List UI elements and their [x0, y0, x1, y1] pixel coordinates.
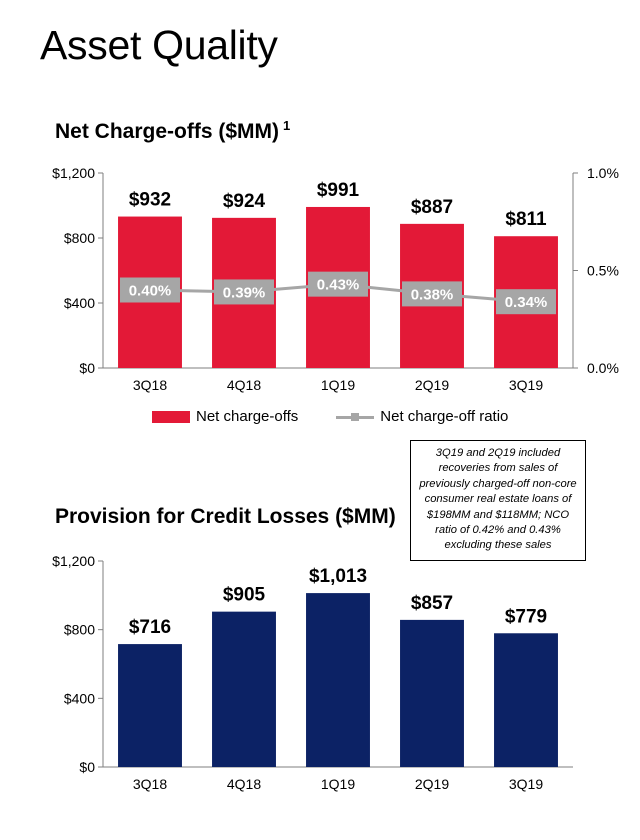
- bar-value-label: $905: [223, 585, 266, 606]
- net-charge-offs-title-text: Net Charge-offs ($MM): [55, 120, 279, 143]
- net-charge-offs-title: Net Charge-offs ($MM) 1: [55, 118, 290, 144]
- y-tick-label: $800: [64, 622, 95, 638]
- y-tick-label: $400: [64, 295, 95, 311]
- page-title: Asset Quality: [40, 22, 278, 68]
- bar-value-label: $932: [129, 190, 171, 211]
- y-tick-label: $1,200: [52, 165, 95, 181]
- bar-value-label: $924: [223, 191, 266, 212]
- ratio-value-label: 0.39%: [223, 284, 266, 301]
- y2-tick-label: 1.0%: [587, 165, 619, 181]
- ratio-marker: [214, 279, 274, 305]
- y2-tick-label: 0.5%: [587, 263, 619, 279]
- bar-value-label: $779: [505, 606, 547, 627]
- x-tick-label: 3Q19: [509, 776, 543, 792]
- x-tick-label: 1Q19: [321, 377, 355, 393]
- footnote-box: 3Q19 and 2Q19 included recoveries from s…: [410, 440, 586, 561]
- y-tick-label: $0: [79, 759, 95, 775]
- y-tick-label: $0: [79, 360, 95, 376]
- bar: [400, 619, 464, 767]
- legend-label-net-charge-off-ratio: Net charge-off ratio: [380, 408, 509, 425]
- legend-swatch-line: [336, 411, 375, 423]
- chart-legend: Net charge-offs Net charge-off ratio: [152, 408, 546, 425]
- x-tick-label: 4Q18: [227, 776, 261, 792]
- bar: [306, 593, 370, 767]
- bar: [494, 633, 558, 767]
- ratio-marker: [308, 271, 368, 297]
- bar-value-label: $811: [505, 209, 547, 230]
- legend-item-net-charge-offs: Net charge-offs: [152, 408, 298, 425]
- x-tick-label: 3Q18: [133, 377, 167, 393]
- ratio-value-label: 0.40%: [129, 283, 172, 300]
- footnote-marker: 1: [283, 118, 291, 133]
- x-tick-label: 4Q18: [227, 377, 261, 393]
- provision-title: Provision for Credit Losses ($MM): [55, 505, 396, 528]
- bar-value-label: $991: [317, 180, 360, 201]
- net-charge-offs-chart: $0 $400 $800 $1,200 $932 3Q18 $924 4Q18 $991 1Q19…: [52, 165, 619, 393]
- bar: [212, 611, 276, 767]
- ratio-marker: [496, 289, 556, 315]
- x-tick-label: 3Q18: [133, 776, 167, 792]
- legend-label-net-charge-offs: Net charge-offs: [196, 408, 299, 425]
- x-tick-label: 2Q19: [415, 377, 449, 393]
- y-tick-label: $1,200: [52, 553, 95, 569]
- bar-value-label: $716: [129, 617, 171, 638]
- bar-value-label: $887: [411, 197, 453, 218]
- y-tick-label: $400: [64, 690, 95, 706]
- bar-value-label: $1,013: [309, 566, 367, 587]
- ratio-marker: [120, 277, 180, 303]
- x-tick-label: 2Q19: [415, 776, 449, 792]
- bar-value-label: $857: [411, 593, 453, 614]
- bar: [118, 644, 182, 767]
- legend-swatch-bar: [152, 410, 190, 423]
- y-tick-label: $800: [64, 230, 95, 246]
- ratio-marker: [402, 281, 462, 307]
- x-tick-label: 1Q19: [321, 776, 355, 792]
- ratio-value-label: 0.38%: [411, 286, 454, 303]
- y2-tick-label: 0.0%: [587, 360, 619, 376]
- ratio-value-label: 0.43%: [317, 277, 360, 294]
- legend-item-net-charge-off-ratio: Net charge-off ratio: [336, 408, 508, 425]
- x-tick-label: 3Q19: [509, 377, 543, 393]
- ratio-value-label: 0.34%: [505, 294, 548, 311]
